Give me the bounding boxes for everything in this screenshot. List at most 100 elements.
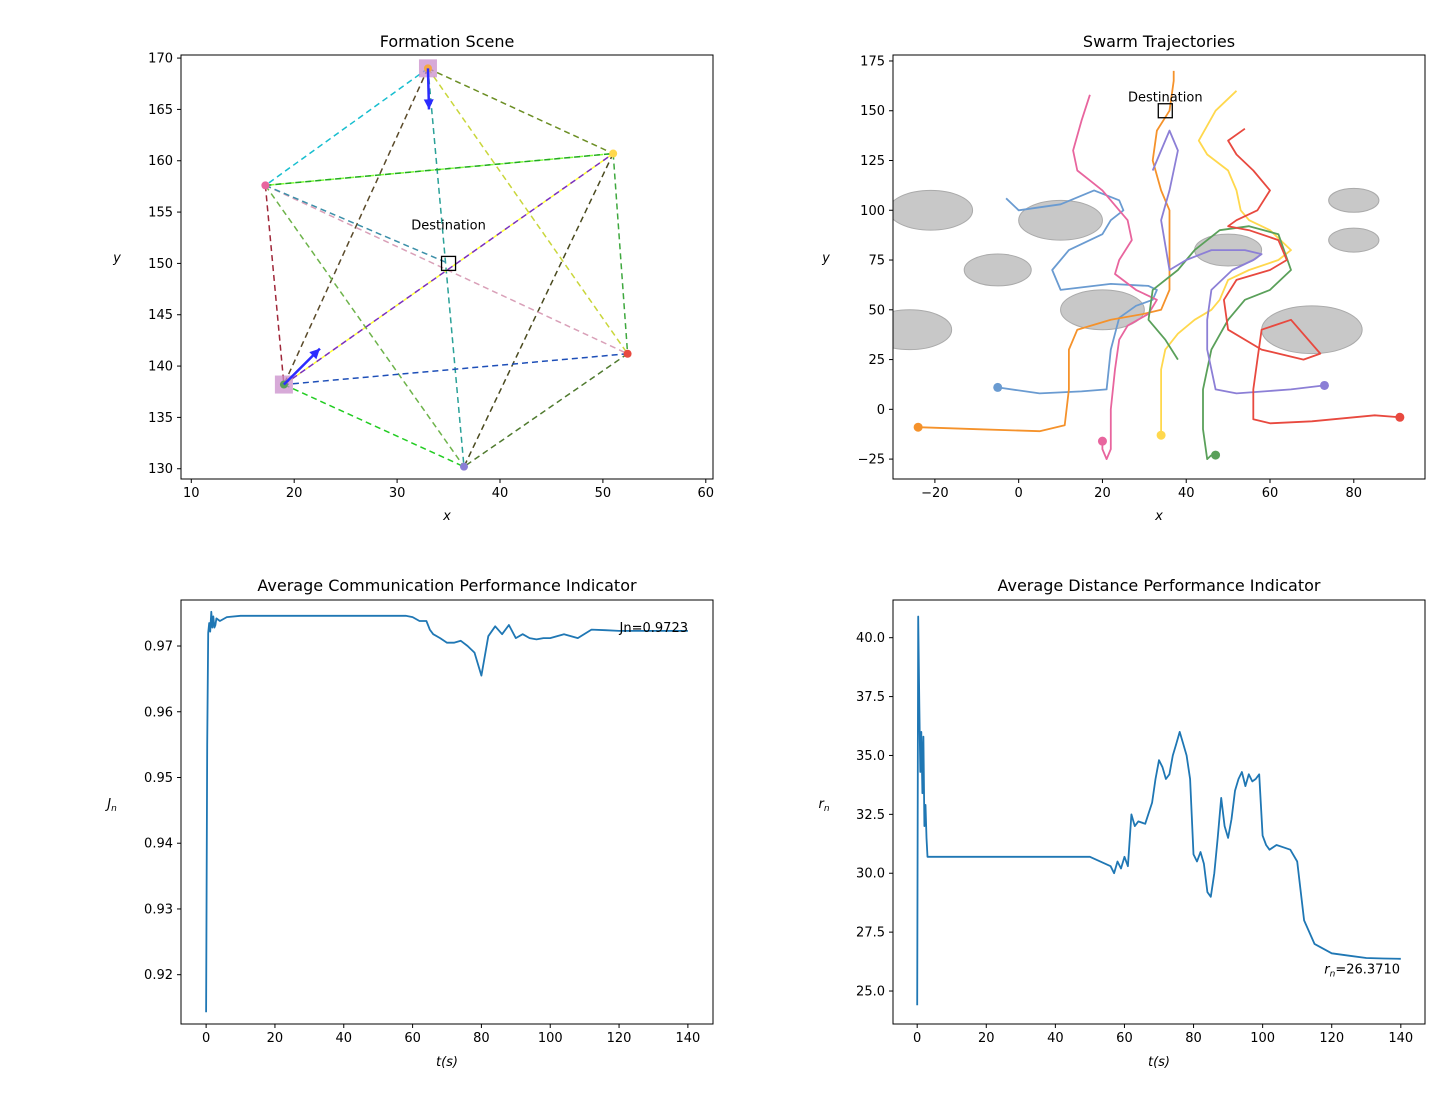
swarm-x-tick-label: 80 bbox=[1346, 486, 1363, 501]
formation-x-tick-label: 30 bbox=[389, 486, 406, 501]
swarm-y-tick-label: 0 bbox=[877, 403, 885, 418]
formation-edge bbox=[264, 184, 465, 468]
swarm-x-label: x bbox=[1154, 509, 1163, 524]
distance-y-tick-label: 35.0 bbox=[856, 749, 885, 764]
formation-edge bbox=[283, 353, 628, 386]
distance-x-tick-label: 140 bbox=[1388, 1031, 1413, 1046]
formation-scene-panel: Formation Scene x y Destination 10 20 30 40 5… bbox=[112, 32, 714, 524]
start-point bbox=[1156, 430, 1166, 440]
distance-title: Average Distance Performance Indicator bbox=[997, 576, 1320, 595]
formation-scene-title: Formation Scene bbox=[380, 32, 515, 51]
communication-x-tick-label: 40 bbox=[335, 1031, 352, 1046]
formation-y-label: y bbox=[112, 251, 121, 266]
formation-y-tick-label: 135 bbox=[148, 411, 173, 426]
swarm-x-tick-label: 60 bbox=[1262, 486, 1279, 501]
formation-edge bbox=[427, 67, 614, 155]
communication-y-label-sub: n bbox=[111, 804, 117, 814]
distance-annotation: rn=26.3710 bbox=[1324, 962, 1400, 979]
communication-line bbox=[205, 610, 688, 1013]
distance-panel: Average Distance Performance Indicator t… bbox=[818, 576, 1426, 1070]
formation-y-tick-label: 165 bbox=[148, 103, 173, 118]
formation-edge bbox=[427, 68, 465, 467]
trajectory-line bbox=[1223, 127, 1400, 425]
swarm-trajectories-panel: Swarm Trajectories x y Destination −20 0 20… bbox=[821, 32, 1426, 524]
distance-y-label-sub: n bbox=[824, 804, 830, 814]
communication-x-tick-label: 60 bbox=[404, 1031, 421, 1046]
distance-plot-frame bbox=[892, 599, 1426, 1025]
distance-annotation-main: r bbox=[1324, 962, 1331, 977]
communication-y-tick-label: 0.93 bbox=[144, 902, 173, 917]
distance-y-tick-label: 30.0 bbox=[856, 867, 885, 882]
communication-y-tick-label: 0.92 bbox=[144, 968, 173, 983]
trajectory-line bbox=[918, 70, 1175, 433]
communication-x-tick-label: 0 bbox=[202, 1031, 210, 1046]
destination-marker bbox=[440, 255, 457, 272]
trajectory-line bbox=[1147, 225, 1292, 460]
agent-point bbox=[609, 149, 618, 158]
obstacle bbox=[893, 189, 974, 231]
distance-x-tick-label: 40 bbox=[1047, 1031, 1064, 1046]
communication-x-tick-label: 20 bbox=[267, 1031, 284, 1046]
distance-y-tick-label: 37.5 bbox=[856, 690, 885, 705]
communication-panel: Average Communication Performance Indica… bbox=[104, 576, 714, 1070]
communication-plot-frame bbox=[180, 599, 714, 1025]
formation-y-tick-label: 155 bbox=[148, 206, 173, 221]
formation-edge bbox=[265, 184, 449, 265]
communication-title: Average Communication Performance Indica… bbox=[257, 576, 637, 595]
distance-y-tick-label: 25.0 bbox=[856, 985, 885, 1000]
distance-x-label: t(s) bbox=[1148, 1055, 1170, 1070]
communication-annotation: Jn=0.9723 bbox=[619, 621, 688, 636]
swarm-y-tick-label: 150 bbox=[860, 104, 885, 119]
agent-point bbox=[623, 349, 632, 358]
formation-edge bbox=[264, 67, 429, 186]
formation-x-tick-label: 40 bbox=[492, 486, 509, 501]
formation-x-tick-label: 20 bbox=[286, 486, 303, 501]
formation-x-tick-label: 60 bbox=[698, 486, 715, 501]
distance-x-tick-label: 80 bbox=[1185, 1031, 1202, 1046]
swarm-plot-area bbox=[893, 70, 1405, 460]
trajectory-line bbox=[1160, 90, 1292, 436]
swarm-y-tick-label: 25 bbox=[868, 353, 885, 368]
obstacle bbox=[1018, 199, 1103, 241]
agent-point bbox=[261, 181, 270, 190]
distance-y-tick-label: 40.0 bbox=[856, 631, 885, 646]
destination-label: Destination bbox=[1128, 91, 1203, 106]
formation-y-tick-label: 150 bbox=[148, 257, 173, 272]
distance-x-tick-label: 0 bbox=[913, 1031, 921, 1046]
obstacle bbox=[1328, 187, 1380, 213]
swarm-y-tick-label: 175 bbox=[860, 54, 885, 69]
distance-y-tick-label: 27.5 bbox=[856, 926, 885, 941]
formation-edge bbox=[612, 153, 629, 354]
swarm-x-tick-label: −20 bbox=[921, 486, 948, 501]
distance-y-tick-label: 32.5 bbox=[856, 808, 885, 823]
communication-y-tick-label: 0.96 bbox=[144, 705, 173, 720]
destination-marker bbox=[1157, 103, 1173, 119]
formation-edge bbox=[283, 383, 465, 468]
formation-edge bbox=[463, 353, 629, 468]
formation-x-label: x bbox=[442, 509, 451, 524]
communication-y-label-main: J bbox=[104, 797, 111, 812]
swarm-y-tick-label: 50 bbox=[868, 303, 885, 318]
destination-label: Destination bbox=[411, 218, 486, 233]
formation-y-tick-label: 160 bbox=[148, 154, 173, 169]
formation-plot-frame bbox=[180, 54, 714, 480]
distance-x-tick-label: 120 bbox=[1319, 1031, 1344, 1046]
distance-y-label: rn bbox=[818, 797, 829, 814]
swarm-plot-frame bbox=[892, 54, 1426, 480]
swarm-y-label: y bbox=[821, 251, 830, 266]
communication-x-tick-label: 80 bbox=[473, 1031, 490, 1046]
swarm-y-tick-label: 100 bbox=[860, 204, 885, 219]
swarm-y-tick-label: −25 bbox=[858, 453, 885, 468]
communication-x-tick-label: 120 bbox=[607, 1031, 632, 1046]
distance-x-tick-label: 60 bbox=[1116, 1031, 1133, 1046]
start-point bbox=[1097, 436, 1107, 446]
formation-edge bbox=[265, 152, 614, 187]
start-point bbox=[1211, 450, 1221, 460]
start-point bbox=[1319, 380, 1329, 390]
swarm-trajectories-title: Swarm Trajectories bbox=[1083, 32, 1235, 51]
swarm-y-tick-label: 75 bbox=[868, 254, 885, 269]
formation-edge bbox=[265, 184, 628, 355]
start-point bbox=[1395, 412, 1405, 422]
formation-y-tick-label: 170 bbox=[148, 52, 173, 67]
